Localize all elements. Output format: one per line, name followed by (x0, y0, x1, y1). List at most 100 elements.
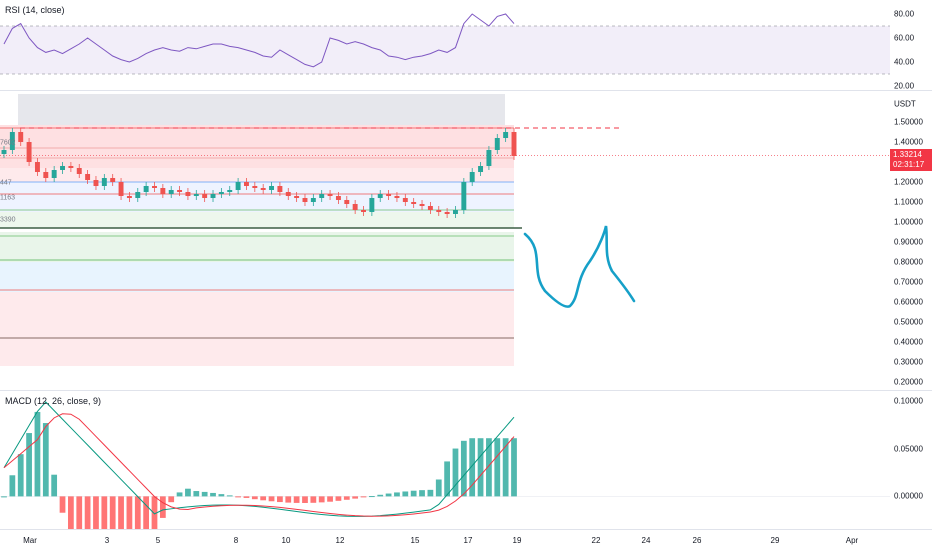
candle-body (193, 194, 199, 196)
time-tick: 17 (463, 536, 473, 545)
macd-tick: 0.10000 (894, 396, 923, 406)
candle-body (494, 138, 500, 150)
macd-histogram-bar (51, 474, 58, 497)
candle-body (68, 166, 74, 168)
macd-histogram-bar (293, 496, 300, 503)
macd-histogram-bar (486, 438, 492, 497)
price-tick: 0.70000 (894, 277, 923, 287)
macd-histogram-bar (176, 492, 183, 497)
candle-body (319, 194, 325, 198)
macd-histogram-bar (385, 493, 392, 497)
macd-histogram-bar (9, 475, 16, 497)
candle-body (402, 198, 408, 202)
time-tick: Apr (845, 536, 859, 545)
macd-histogram-bar (318, 496, 325, 503)
left-label-2: 447 (0, 179, 12, 187)
current-price: 1.33214 (893, 150, 922, 159)
macd-histogram-bar (151, 496, 158, 529)
price-tick: 0.90000 (894, 237, 923, 247)
macd-histogram-bar (502, 438, 509, 497)
macd-histogram-bar (343, 496, 350, 500)
candle-body (85, 174, 91, 180)
macd-histogram-bar (126, 496, 133, 529)
candle-body (152, 186, 157, 188)
macd-histogram-bar (394, 492, 400, 497)
candle-body (486, 150, 492, 166)
time-tick: 5 (155, 536, 161, 545)
macd-histogram-bar (101, 496, 108, 529)
macd-pane[interactable]: MACD (12, 26, close, 9) (0, 391, 890, 529)
macd-histogram-bar (352, 496, 359, 499)
candle-body (227, 190, 233, 192)
candle-body (101, 178, 107, 186)
macd-histogram-bar (452, 448, 459, 497)
price-axis[interactable]: USDT 1.500001.400001.300001.200001.10000… (890, 91, 932, 390)
candle-body (469, 172, 475, 182)
candle-body (511, 132, 517, 156)
macd-histogram-bar (410, 490, 417, 497)
rsi-pane[interactable]: RSI (14, close) (0, 0, 890, 90)
time-tick: 19 (512, 536, 522, 545)
session-highlight (18, 94, 505, 125)
candle-body (352, 204, 358, 210)
macd-histogram-bar (402, 491, 409, 497)
price-pane[interactable]: 7602 447 1163 3390 (0, 91, 890, 390)
candle-body (126, 196, 132, 198)
candle-body (394, 196, 400, 198)
candle-body (34, 162, 40, 172)
macd-line (3, 401, 515, 517)
price-tick: 1.50000 (894, 117, 923, 127)
candle-body (478, 166, 484, 172)
macd-histogram-bar (1, 496, 7, 498)
macd-histogram-bar (302, 496, 308, 503)
rsi-label: RSI (14, close) (5, 5, 65, 15)
time-tick: 15 (410, 536, 420, 545)
time-tick: Mar (23, 536, 37, 545)
macd-tick: 0.00000 (894, 491, 923, 501)
time-axis[interactable]: Mar 3 5 8 10 12 15 17 19 22 24 26 29 Apr (0, 530, 890, 550)
pivot-band (0, 212, 514, 228)
time-tick: 8 (233, 536, 239, 545)
candle-body (277, 186, 283, 192)
currency-label: USDT (894, 99, 916, 109)
rsi-band (0, 26, 890, 74)
pane-divider[interactable] (0, 390, 932, 391)
macd-histogram-bar (93, 496, 99, 529)
macd-label: MACD (12, 26, close, 9) (5, 396, 102, 406)
macd-histogram-bar (435, 479, 442, 497)
candle-body (26, 142, 32, 162)
rsi-tick: 80.00 (894, 9, 915, 19)
candle-body (243, 182, 249, 186)
time-tick: 22 (591, 536, 601, 545)
candle-body (43, 172, 49, 178)
candle-body (185, 192, 191, 196)
hand-drawn-projection (523, 225, 636, 308)
candle-body (160, 188, 166, 194)
price-tick: 1.10000 (894, 197, 923, 207)
pivot-band (0, 232, 514, 262)
macd-histogram-bar (444, 461, 450, 497)
pane-divider[interactable] (0, 90, 932, 91)
time-axis-divider (0, 529, 932, 530)
candle-body (135, 192, 141, 198)
price-tick: 0.80000 (894, 257, 923, 267)
macd-histogram-bar (193, 491, 200, 497)
price-tick: 0.40000 (894, 337, 923, 347)
rsi-axis[interactable]: 80.00 60.00 40.00 20.00 (890, 0, 932, 91)
macd-histogram-bar (460, 440, 467, 497)
candle-body (377, 194, 383, 198)
macd-histogram-bar (68, 496, 74, 529)
time-tick: 26 (692, 536, 702, 545)
macd-histogram-bar (226, 495, 233, 497)
candle-body (361, 210, 366, 212)
candle-body (260, 188, 266, 190)
macd-histogram-bar (327, 496, 333, 502)
macd-histogram-bar (511, 438, 517, 497)
macd-histogram-bar (34, 411, 41, 497)
left-label-3: 1163 (0, 194, 16, 202)
rsi-line (3, 13, 515, 68)
rsi-tick: 40.00 (894, 57, 915, 67)
macd-histogram-bar (285, 496, 292, 503)
macd-axis[interactable]: 0.10000 0.05000 0.00000 (890, 391, 932, 529)
macd-histogram-bar (168, 496, 175, 503)
